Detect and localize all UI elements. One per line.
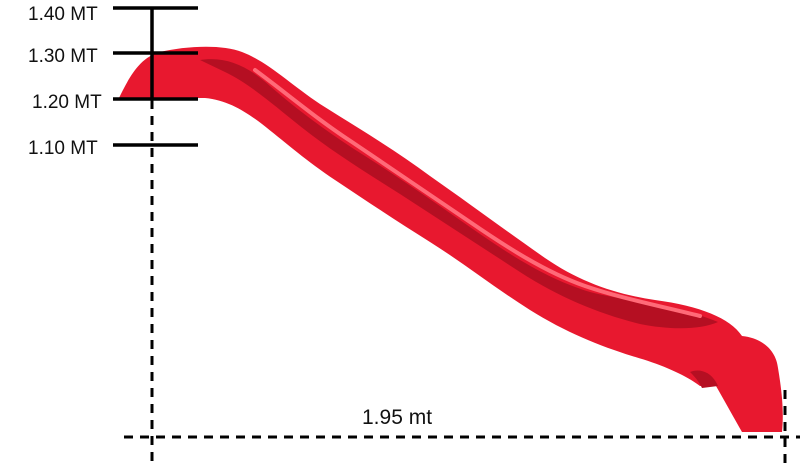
slide-channel: [200, 59, 718, 329]
slide-exit-lip: [690, 370, 718, 388]
slide-body: [118, 46, 783, 432]
slide-image: [118, 46, 783, 432]
tick-label-1-10: 1.10 MT: [28, 138, 98, 159]
tick-label-1-30: 1.30 MT: [28, 46, 98, 67]
tick-label-1-40: 1.40 MT: [28, 4, 98, 25]
slide-highlight: [253, 68, 702, 318]
height-scale: 1.40 MT 1.30 MT 1.20 MT 1.10 MT: [28, 4, 198, 159]
tick-label-1-20: 1.20 MT: [32, 92, 102, 113]
width-dimension-label: 1.95 mt: [362, 406, 432, 429]
